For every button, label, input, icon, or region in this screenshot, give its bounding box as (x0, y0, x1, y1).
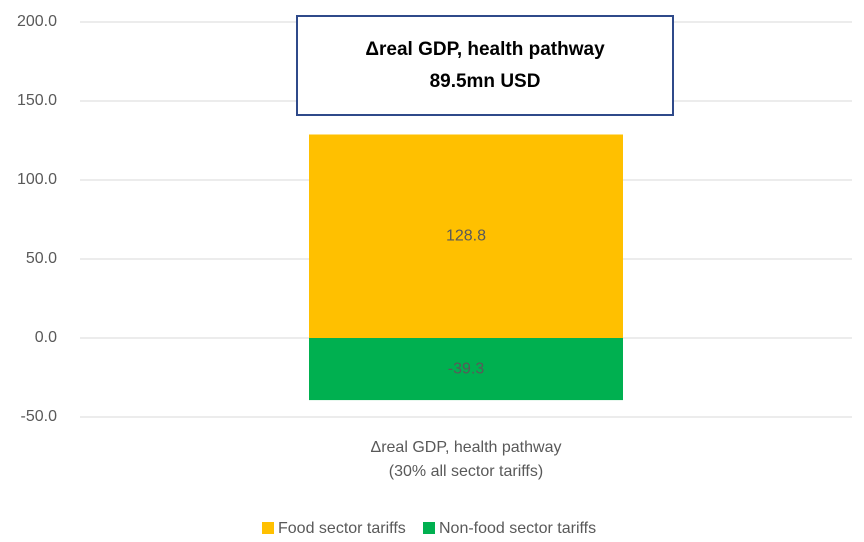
x-tick-label: Δreal GDP, health pathway (30% all secto… (370, 439, 562, 480)
bar-segment (309, 338, 623, 401)
data-label: -39.3 (448, 360, 485, 377)
y-tick-label: 100.0 (17, 171, 57, 188)
legend-label: Food sector tariffs (278, 520, 406, 537)
legend-label: Non-food sector tariffs (439, 520, 596, 537)
y-tick-label: 0.0 (35, 329, 57, 346)
annotation: Δreal GDP, health pathway 89.5mn USD (365, 38, 605, 92)
legend-swatch (262, 522, 274, 534)
bar-segment (309, 134, 623, 338)
legend-swatch (423, 522, 435, 534)
annotation-box: Δreal GDP, health pathway 89.5mn USD (296, 15, 674, 116)
y-tick-label: 50.0 (26, 250, 57, 267)
y-tick-label: 200.0 (17, 13, 57, 30)
y-tick-label: -50.0 (21, 408, 58, 425)
y-tick-label: 150.0 (17, 92, 57, 109)
data-label: 128.8 (446, 227, 486, 244)
